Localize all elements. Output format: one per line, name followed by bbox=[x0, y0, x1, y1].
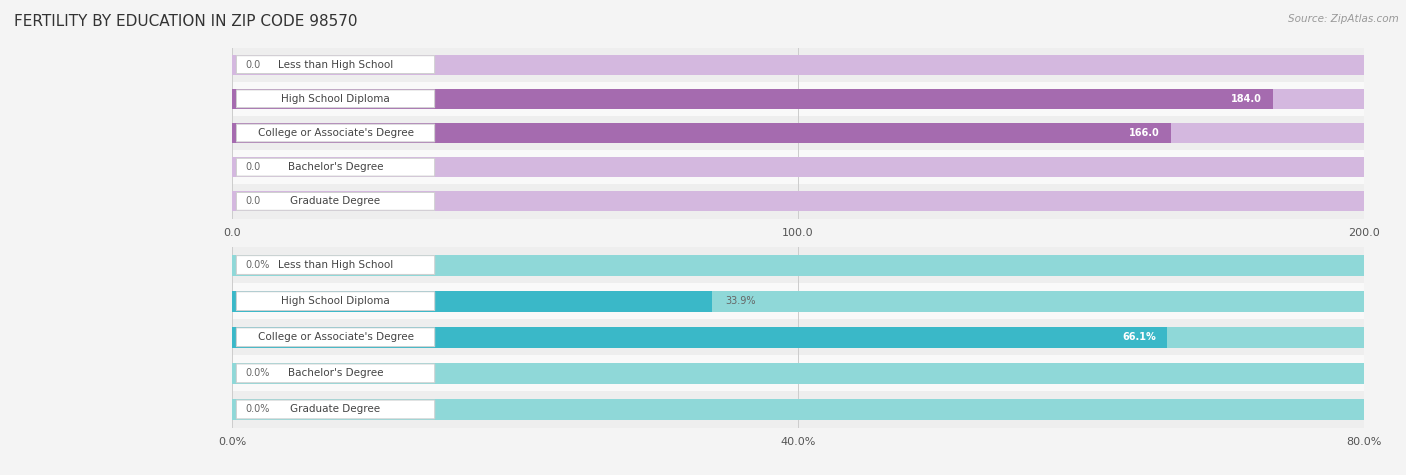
Bar bbox=[232, 247, 1364, 283]
FancyBboxPatch shape bbox=[236, 364, 434, 383]
Text: High School Diploma: High School Diploma bbox=[281, 296, 389, 306]
Bar bbox=[232, 150, 1364, 184]
Text: High School Diploma: High School Diploma bbox=[281, 94, 389, 104]
Text: 166.0: 166.0 bbox=[1129, 128, 1160, 138]
FancyBboxPatch shape bbox=[236, 328, 434, 347]
Text: 184.0: 184.0 bbox=[1232, 94, 1263, 104]
Bar bbox=[232, 191, 1364, 211]
Text: 0.0%: 0.0% bbox=[246, 368, 270, 379]
Text: College or Associate's Degree: College or Associate's Degree bbox=[257, 128, 413, 138]
FancyBboxPatch shape bbox=[236, 90, 434, 108]
FancyBboxPatch shape bbox=[236, 192, 434, 210]
FancyBboxPatch shape bbox=[236, 56, 434, 74]
Bar bbox=[232, 89, 1274, 109]
Bar bbox=[232, 157, 1364, 177]
Text: College or Associate's Degree: College or Associate's Degree bbox=[257, 332, 413, 342]
FancyBboxPatch shape bbox=[236, 400, 434, 419]
Text: Bachelor's Degree: Bachelor's Degree bbox=[288, 368, 384, 379]
Bar bbox=[232, 355, 1364, 391]
Bar bbox=[232, 319, 1364, 355]
Bar bbox=[232, 363, 1364, 384]
Text: 66.1%: 66.1% bbox=[1122, 332, 1156, 342]
Text: FERTILITY BY EDUCATION IN ZIP CODE 98570: FERTILITY BY EDUCATION IN ZIP CODE 98570 bbox=[14, 14, 357, 29]
Bar bbox=[232, 327, 1167, 348]
Text: 0.0: 0.0 bbox=[246, 59, 262, 70]
Bar bbox=[232, 399, 1364, 420]
Text: Less than High School: Less than High School bbox=[278, 59, 394, 70]
Bar bbox=[232, 391, 1364, 428]
Text: 0.0: 0.0 bbox=[246, 162, 262, 172]
Bar bbox=[232, 184, 1364, 218]
FancyBboxPatch shape bbox=[236, 158, 434, 176]
Bar bbox=[232, 123, 1364, 143]
Text: 0.0%: 0.0% bbox=[246, 404, 270, 415]
Text: Graduate Degree: Graduate Degree bbox=[291, 196, 381, 207]
Text: 33.9%: 33.9% bbox=[725, 296, 755, 306]
Bar bbox=[232, 123, 1171, 143]
Bar bbox=[232, 283, 1364, 319]
FancyBboxPatch shape bbox=[236, 124, 434, 142]
Bar bbox=[232, 55, 1364, 75]
FancyBboxPatch shape bbox=[236, 292, 434, 311]
Text: Less than High School: Less than High School bbox=[278, 260, 394, 270]
Text: Source: ZipAtlas.com: Source: ZipAtlas.com bbox=[1288, 14, 1399, 24]
FancyBboxPatch shape bbox=[236, 256, 434, 275]
Bar bbox=[232, 327, 1364, 348]
Text: 0.0%: 0.0% bbox=[246, 260, 270, 270]
Text: 0.0: 0.0 bbox=[246, 196, 262, 207]
Bar bbox=[232, 291, 1364, 312]
Bar bbox=[232, 291, 711, 312]
Bar bbox=[232, 89, 1364, 109]
Bar bbox=[232, 48, 1364, 82]
Text: Bachelor's Degree: Bachelor's Degree bbox=[288, 162, 384, 172]
Bar bbox=[232, 82, 1364, 116]
Bar bbox=[232, 255, 1364, 276]
Text: Graduate Degree: Graduate Degree bbox=[291, 404, 381, 415]
Bar bbox=[232, 116, 1364, 150]
